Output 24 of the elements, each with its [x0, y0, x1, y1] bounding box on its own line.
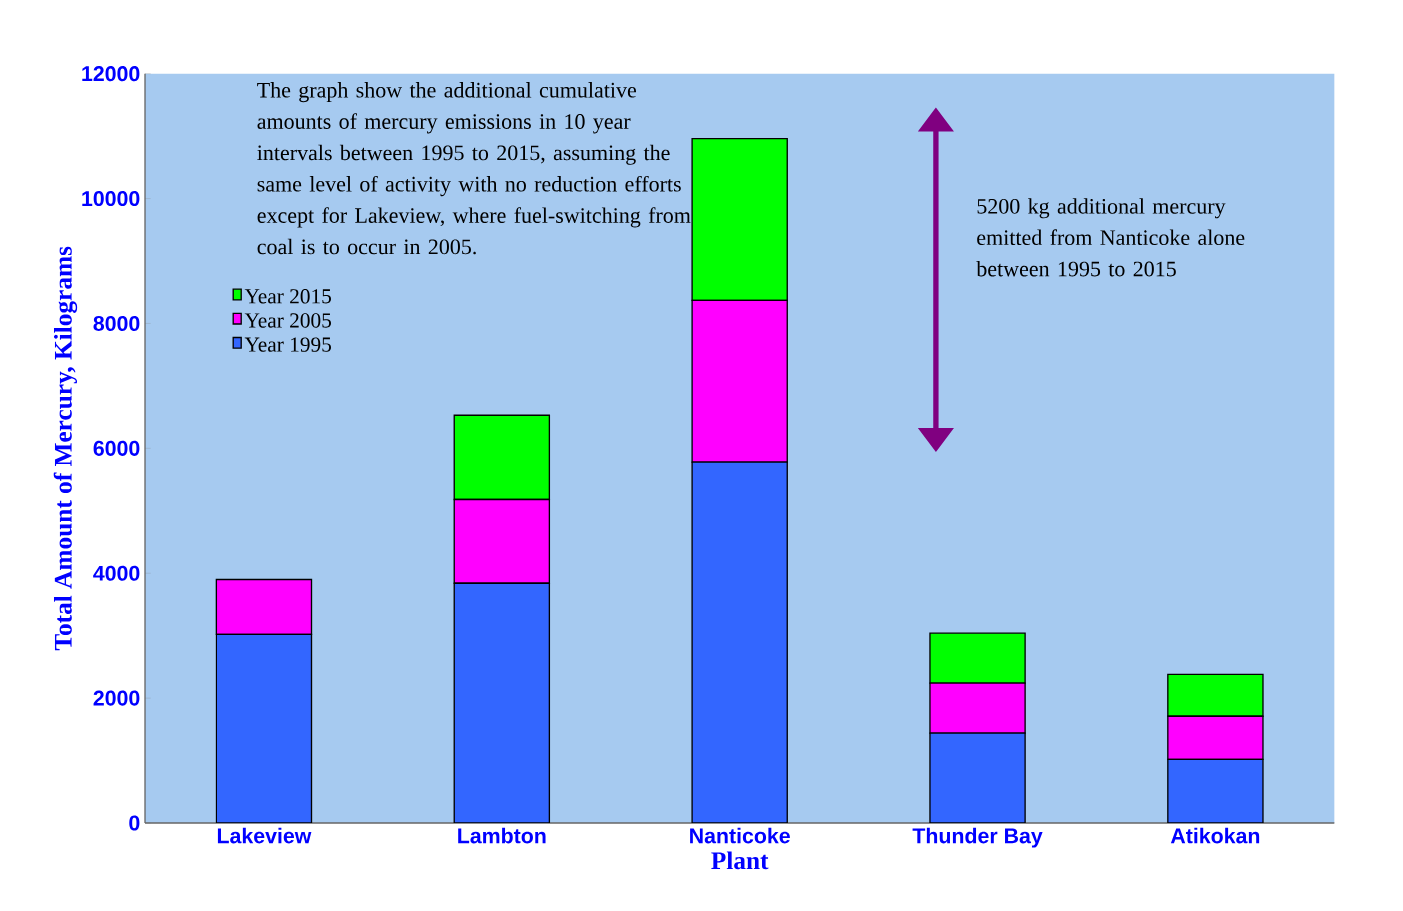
annotation: The graph show the additional cumulative amounts of mercury emissions in 10 year intervals between 1995 to 2015, assuming the same level of activity with no reduction efforts except for Lakeview, where fuel-switching from coal is to occur in 2005. [257, 82, 691, 255]
x-tick-label: Nanticoke [690, 827, 790, 844]
x-tick-label: Lakeview [217, 827, 312, 844]
x-axis-title: Plant [711, 851, 769, 870]
y-tick-label: 2000 [93, 690, 140, 706]
bar [691, 461, 788, 823]
y-tick-label: 6000 [93, 440, 140, 456]
y-tick-label: 10000 [82, 191, 140, 207]
legend-label: Year 2015 [244, 289, 331, 304]
y-tick-label: 8000 [93, 315, 140, 331]
x-tick-label: Thunder Bay [912, 827, 1043, 848]
bar [215, 633, 313, 823]
bar [453, 582, 551, 823]
legend-label: Year 2005 [244, 313, 331, 328]
y-tick-label: 0 [129, 815, 140, 831]
x-tick-label: Lambton [458, 827, 546, 844]
y-tick-label: 4000 [93, 565, 140, 581]
y-axis-title: Total Amount of Mercury, Kilograms [53, 246, 78, 651]
annotation: 5200 kg additional mercury emitted from Nanticoke alone between 1995 to 2015 [976, 198, 1245, 277]
bar [1167, 758, 1264, 823]
legend-label: Year 1995 [244, 337, 331, 352]
x-tick-label: Atikokan [1170, 827, 1260, 844]
y-tick-label: 12000 [82, 66, 140, 82]
bar [929, 732, 1026, 823]
